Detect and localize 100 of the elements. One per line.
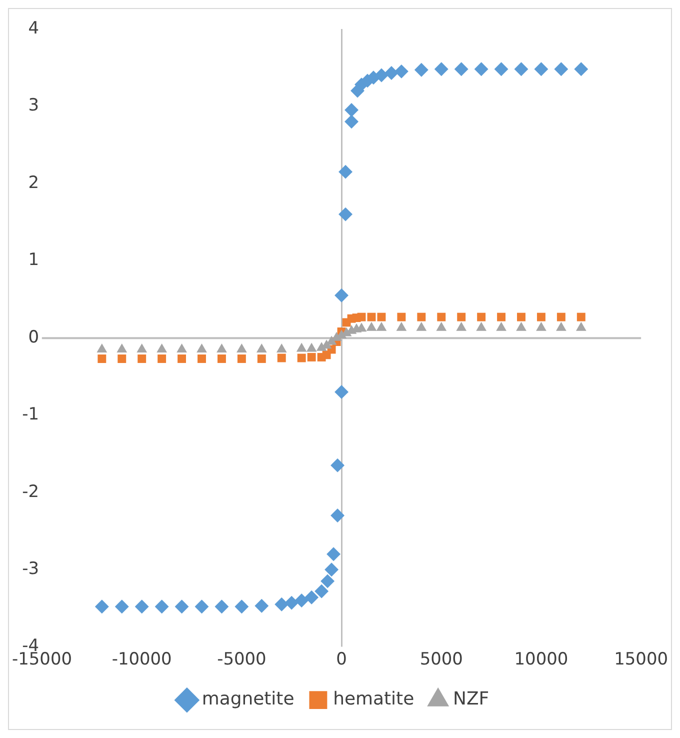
point	[324, 562, 339, 577]
point	[414, 62, 428, 77]
x-tick-label: 0	[336, 648, 347, 668]
point	[536, 322, 546, 331]
point	[196, 343, 207, 352]
point	[330, 508, 345, 523]
point	[367, 312, 376, 322]
point	[384, 66, 398, 80]
x-tick-label: 10000	[514, 648, 568, 668]
point	[374, 68, 388, 82]
point	[396, 322, 407, 331]
point	[344, 114, 358, 129]
point	[277, 354, 286, 362]
point	[334, 288, 349, 302]
legend-label: NZF	[453, 688, 490, 710]
x-tick-label: 5000	[420, 648, 463, 668]
point	[436, 322, 447, 331]
point	[377, 312, 386, 322]
point	[366, 322, 377, 331]
point	[217, 354, 226, 363]
y-tick-label: -1	[22, 404, 40, 424]
point	[477, 312, 486, 322]
point	[514, 62, 528, 76]
point	[457, 312, 466, 322]
point	[454, 62, 468, 76]
point	[174, 600, 189, 614]
point	[158, 354, 166, 363]
point	[214, 600, 229, 614]
point	[284, 596, 299, 610]
point	[417, 312, 426, 322]
point	[297, 354, 306, 362]
y-tick-label: 4	[28, 17, 40, 38]
point	[334, 384, 349, 399]
point	[118, 354, 126, 363]
point	[517, 312, 526, 322]
y-tick-label: 3	[28, 94, 40, 115]
point	[114, 600, 129, 614]
point	[556, 312, 566, 322]
point	[574, 62, 588, 76]
point	[497, 312, 506, 322]
y-tick-label: 1	[28, 249, 40, 270]
point	[534, 62, 548, 76]
legend-label: magnetite	[202, 688, 294, 710]
point	[194, 600, 209, 614]
point	[320, 574, 335, 588]
y-tick-label: 2	[28, 172, 40, 192]
point	[437, 312, 446, 322]
point	[536, 312, 546, 322]
y-tick-label: -2	[22, 480, 40, 501]
point	[434, 62, 448, 76]
point	[256, 343, 267, 352]
point	[344, 103, 358, 118]
point	[496, 322, 506, 331]
point	[216, 343, 227, 352]
point	[416, 322, 427, 331]
point	[156, 343, 167, 352]
point	[276, 343, 287, 352]
point	[94, 600, 109, 614]
point	[576, 322, 586, 331]
point	[176, 343, 187, 352]
point	[304, 590, 319, 604]
point	[138, 354, 146, 363]
point	[306, 342, 317, 352]
point	[474, 62, 488, 76]
point	[296, 342, 307, 352]
point	[254, 598, 269, 613]
point	[397, 312, 406, 322]
point	[554, 62, 568, 76]
point	[330, 458, 345, 472]
point	[178, 354, 186, 363]
point	[556, 322, 566, 331]
point	[294, 594, 309, 608]
point	[274, 597, 289, 612]
x-tick-label: -10000	[112, 648, 172, 668]
point	[96, 343, 108, 352]
point	[456, 322, 467, 331]
point	[257, 354, 266, 363]
point	[516, 322, 526, 331]
point	[338, 164, 352, 179]
point	[494, 62, 508, 76]
point	[236, 343, 247, 352]
point	[116, 343, 128, 352]
point	[394, 64, 408, 78]
point	[234, 600, 249, 614]
point	[326, 547, 341, 562]
y-tick-label: 0	[28, 326, 40, 346]
point	[476, 322, 486, 331]
point	[98, 354, 106, 363]
point	[134, 600, 149, 614]
legend-label: hematite	[333, 688, 414, 710]
point	[154, 600, 169, 614]
point	[576, 312, 586, 322]
point	[237, 354, 246, 363]
point	[307, 352, 316, 362]
point	[338, 207, 352, 222]
point	[376, 322, 387, 331]
point	[198, 354, 206, 363]
point	[314, 584, 329, 598]
point	[357, 312, 366, 322]
x-tick-label: 15000	[614, 648, 668, 668]
